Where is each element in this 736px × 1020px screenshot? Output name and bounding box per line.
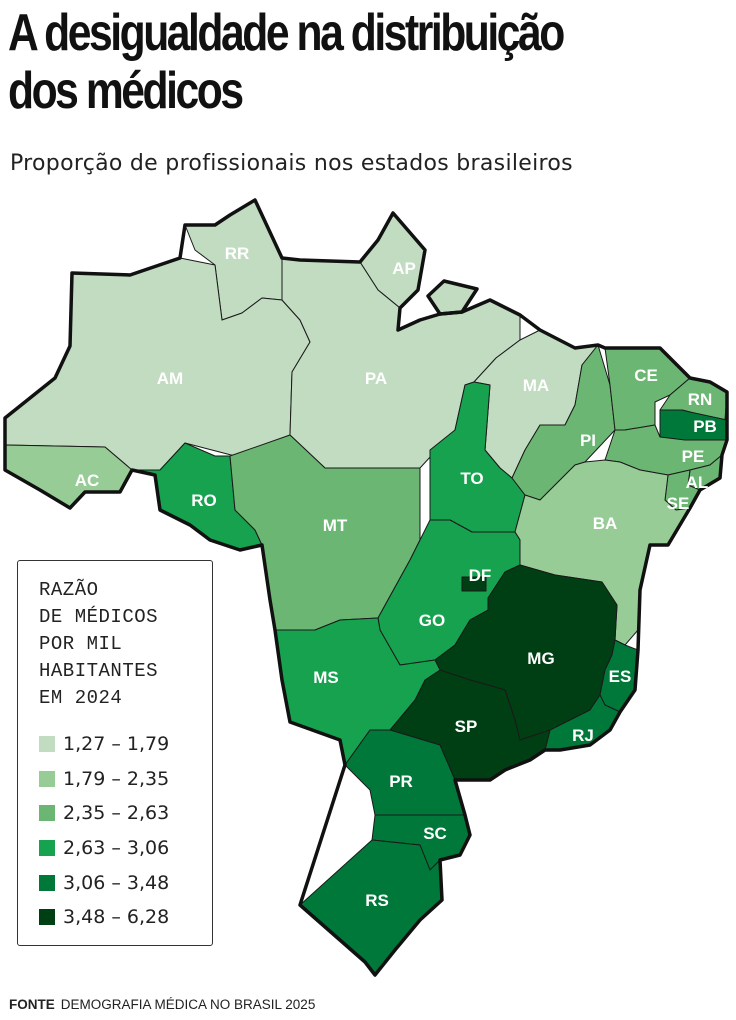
label-rj: RJ <box>572 726 594 745</box>
map-title: A desigualdade na distribuição dos médic… <box>8 4 598 120</box>
state-labels: RR AP AM PA MA CE RN PB PI PE AL SE AC T… <box>75 244 717 910</box>
state-pi[interactable] <box>511 344 616 501</box>
legend-title-line: EM 2024 <box>39 687 123 709</box>
label-ap: AP <box>392 259 416 278</box>
label-go: GO <box>419 611 445 630</box>
label-am: AM <box>157 369 183 388</box>
legend-swatch <box>39 805 55 822</box>
label-al: AL <box>686 473 709 492</box>
label-ba: BA <box>593 514 618 533</box>
label-ac: AC <box>75 471 100 490</box>
label-ce: CE <box>634 366 658 385</box>
state-shapes <box>4 199 728 976</box>
label-pa: PA <box>365 369 387 388</box>
label-ma: MA <box>523 376 549 395</box>
label-es: ES <box>609 667 632 686</box>
coastline-outline <box>3 198 729 977</box>
legend-item: 1,27 – 1,79 <box>39 727 169 762</box>
legend-swatch <box>39 874 55 891</box>
legend-item: 3,48 – 6,28 <box>39 900 169 935</box>
legend-item: 1,79 – 2,35 <box>39 762 169 797</box>
legend-title-line: DE MÉDICOS <box>39 606 159 628</box>
legend-range-label: 1,79 – 2,35 <box>63 767 170 790</box>
state-ac[interactable] <box>4 444 133 509</box>
label-to: TO <box>460 469 483 488</box>
legend-swatch <box>39 736 55 753</box>
source-note: FONTE DEMOGRAFIA MÉDICA NO BRASIL 2025 <box>9 997 315 1012</box>
label-pi: PI <box>580 431 596 450</box>
legend-swatch <box>39 770 55 787</box>
map-subtitle: Proporção de profissionais nos estados b… <box>10 151 573 176</box>
legend-range-label: 2,63 – 3,06 <box>63 837 170 860</box>
legend-item: 2,35 – 2,63 <box>39 796 169 831</box>
source-text: DEMOGRAFIA MÉDICA NO BRASIL 2025 <box>60 997 316 1012</box>
legend-title-line: RAZÃO <box>39 579 99 601</box>
label-mg: MG <box>527 649 554 668</box>
title-line-1: A desigualdade na distribuição <box>8 4 565 62</box>
state-df[interactable] <box>461 576 487 592</box>
source-label: FONTE <box>9 997 55 1012</box>
legend-title-line: HABITANTES <box>39 660 159 682</box>
legend-box: RAZÃO DE MÉDICOS POR MIL HABITANTES EM 2… <box>17 560 213 946</box>
label-ms: MS <box>313 668 339 687</box>
label-se: SE <box>667 494 690 513</box>
label-sp: SP <box>455 717 478 736</box>
legend-swatch <box>39 840 55 857</box>
marajo-outline <box>426 279 479 316</box>
label-sc: SC <box>423 824 447 843</box>
legend-range-label: 1,27 – 1,79 <box>63 733 170 756</box>
label-pr: PR <box>389 772 413 791</box>
label-rn: RN <box>688 390 713 409</box>
legend-item: 3,06 – 3,48 <box>39 865 169 900</box>
legend-title-line: POR MIL <box>39 633 123 655</box>
label-pb: PB <box>693 417 717 436</box>
label-rs: RS <box>365 891 389 910</box>
label-ro: RO <box>191 491 217 510</box>
label-pe: PE <box>682 447 705 466</box>
legend-swatch <box>39 909 55 926</box>
label-mt: MT <box>323 516 348 535</box>
legend-items: 1,27 – 1,79 1,79 – 2,35 2,35 – 2,63 2,63… <box>39 727 169 935</box>
legend-range-label: 3,06 – 3,48 <box>63 871 170 894</box>
legend-item: 2,63 – 3,06 <box>39 831 169 866</box>
label-df: DF <box>469 566 492 585</box>
legend-title: RAZÃO DE MÉDICOS POR MIL HABITANTES EM 2… <box>39 577 158 712</box>
legend-range-label: 2,35 – 2,63 <box>63 802 170 825</box>
label-rr: RR <box>225 244 250 263</box>
legend-range-label: 3,48 – 6,28 <box>63 906 170 929</box>
title-line-2: dos médicos <box>8 62 244 120</box>
